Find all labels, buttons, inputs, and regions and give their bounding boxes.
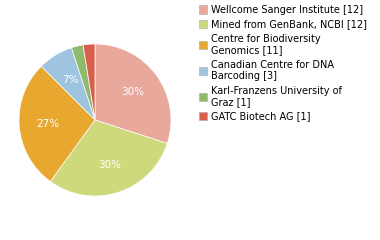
Wedge shape	[50, 120, 167, 196]
Wedge shape	[83, 44, 95, 120]
Wedge shape	[95, 44, 171, 144]
Wedge shape	[71, 45, 95, 120]
Text: 30%: 30%	[122, 87, 145, 97]
Legend: Wellcome Sanger Institute [12], Mined from GenBank, NCBI [12], Centre for Biodiv: Wellcome Sanger Institute [12], Mined fr…	[199, 5, 367, 121]
Wedge shape	[41, 48, 95, 120]
Text: 7%: 7%	[62, 75, 79, 85]
Text: 27%: 27%	[36, 119, 60, 129]
Wedge shape	[19, 66, 95, 181]
Text: 30%: 30%	[98, 160, 121, 170]
